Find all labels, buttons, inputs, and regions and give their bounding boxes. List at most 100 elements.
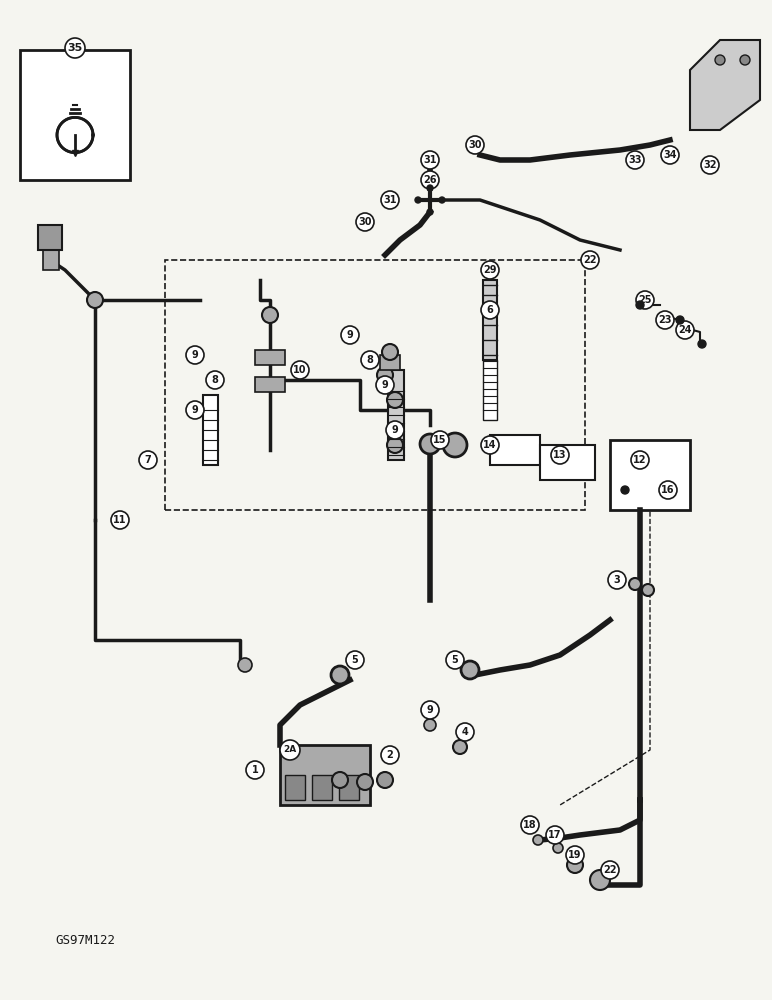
- Circle shape: [381, 191, 399, 209]
- Bar: [610, 440, 690, 510]
- Circle shape: [567, 857, 583, 873]
- Text: 2A: 2A: [283, 746, 296, 754]
- Circle shape: [636, 291, 654, 309]
- Circle shape: [421, 171, 439, 189]
- Bar: [203, 395, 218, 465]
- Bar: [255, 350, 285, 365]
- Text: 11: 11: [113, 515, 127, 525]
- Circle shape: [346, 651, 364, 669]
- Circle shape: [446, 651, 464, 669]
- Circle shape: [443, 433, 467, 457]
- Circle shape: [626, 151, 644, 169]
- Circle shape: [376, 376, 394, 394]
- Polygon shape: [57, 117, 93, 153]
- Bar: [255, 377, 285, 392]
- Circle shape: [341, 326, 359, 344]
- Circle shape: [481, 301, 499, 319]
- Text: 7: 7: [144, 455, 151, 465]
- Circle shape: [420, 434, 440, 454]
- Circle shape: [424, 719, 436, 731]
- Circle shape: [291, 361, 309, 379]
- Circle shape: [601, 861, 619, 879]
- Circle shape: [551, 446, 569, 464]
- Bar: [339, 775, 359, 800]
- Text: 29: 29: [483, 265, 496, 275]
- Circle shape: [453, 740, 467, 754]
- Bar: [483, 360, 497, 420]
- Circle shape: [566, 846, 584, 864]
- Circle shape: [65, 38, 85, 58]
- Circle shape: [427, 209, 433, 215]
- Circle shape: [456, 723, 474, 741]
- Circle shape: [386, 421, 404, 439]
- Circle shape: [382, 344, 398, 360]
- Circle shape: [238, 658, 252, 672]
- Circle shape: [387, 392, 403, 408]
- Circle shape: [481, 436, 499, 454]
- Text: 19: 19: [568, 850, 582, 860]
- Text: 5: 5: [452, 655, 459, 665]
- Circle shape: [715, 55, 725, 65]
- Circle shape: [357, 774, 373, 790]
- Bar: [483, 280, 497, 360]
- Bar: [20, 50, 130, 180]
- Text: GS97M122: GS97M122: [55, 934, 115, 946]
- Circle shape: [421, 151, 439, 169]
- Circle shape: [111, 511, 129, 529]
- Text: 6: 6: [486, 305, 493, 315]
- Text: 3: 3: [614, 575, 621, 585]
- Text: 18: 18: [523, 820, 537, 830]
- Text: 30: 30: [358, 217, 372, 227]
- Text: 33: 33: [628, 155, 642, 165]
- Circle shape: [631, 451, 649, 469]
- Text: 23: 23: [659, 315, 672, 325]
- Circle shape: [590, 870, 610, 890]
- Text: 9: 9: [427, 705, 433, 715]
- Circle shape: [659, 481, 677, 499]
- Text: 4: 4: [462, 727, 469, 737]
- Text: 17: 17: [548, 830, 562, 840]
- Circle shape: [421, 701, 439, 719]
- Text: 9: 9: [347, 330, 354, 340]
- Circle shape: [186, 346, 204, 364]
- Circle shape: [666, 486, 674, 494]
- Bar: [165, 260, 585, 510]
- Bar: [280, 745, 370, 805]
- Circle shape: [581, 251, 599, 269]
- Bar: [540, 445, 595, 480]
- Circle shape: [656, 311, 674, 329]
- Circle shape: [331, 666, 349, 684]
- Circle shape: [621, 486, 629, 494]
- Text: 12: 12: [633, 455, 647, 465]
- Text: 8: 8: [367, 355, 374, 365]
- Text: 30: 30: [469, 140, 482, 150]
- Circle shape: [381, 746, 399, 764]
- Circle shape: [698, 340, 706, 348]
- Circle shape: [332, 772, 348, 788]
- Circle shape: [521, 816, 539, 834]
- Circle shape: [466, 136, 484, 154]
- Circle shape: [461, 661, 479, 679]
- Text: 15: 15: [433, 435, 447, 445]
- Text: 13: 13: [554, 450, 567, 460]
- Polygon shape: [690, 40, 760, 130]
- Circle shape: [361, 351, 379, 369]
- Text: 1: 1: [252, 765, 259, 775]
- Circle shape: [246, 761, 264, 779]
- Text: 2: 2: [387, 750, 394, 760]
- Text: 9: 9: [391, 425, 398, 435]
- Circle shape: [439, 197, 445, 203]
- Text: 22: 22: [603, 865, 617, 875]
- Text: 24: 24: [679, 325, 692, 335]
- Circle shape: [629, 578, 641, 590]
- Text: 10: 10: [293, 365, 306, 375]
- Text: 32: 32: [703, 160, 716, 170]
- Circle shape: [533, 835, 543, 845]
- Circle shape: [701, 156, 719, 174]
- Circle shape: [377, 367, 393, 383]
- Text: 9: 9: [191, 405, 198, 415]
- Bar: [38, 225, 62, 250]
- Circle shape: [608, 571, 626, 589]
- Circle shape: [377, 772, 393, 788]
- Text: 16: 16: [662, 485, 675, 495]
